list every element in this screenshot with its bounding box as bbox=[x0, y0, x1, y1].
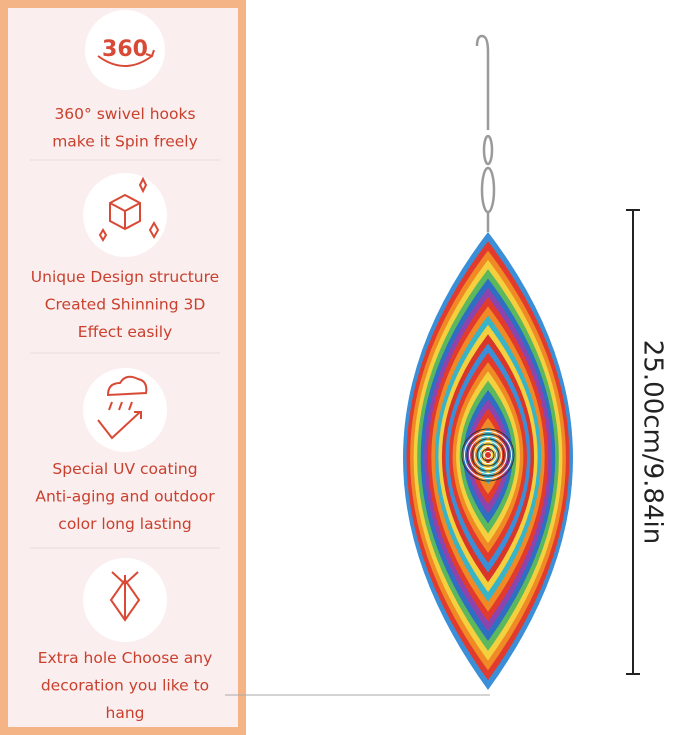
icons bbox=[97, 49, 160, 622]
spinner-center bbox=[481, 448, 495, 462]
feature-text: Extra hole Choose any bbox=[38, 649, 213, 667]
feature-text: make it Spin freely bbox=[52, 133, 198, 151]
feature-text: Special UV coating bbox=[52, 460, 197, 478]
spinner-center bbox=[461, 428, 515, 482]
feature-text: Anti-aging and outdoor bbox=[35, 488, 215, 506]
separators bbox=[30, 159, 220, 549]
spinner-center bbox=[471, 438, 505, 472]
spinner-center bbox=[466, 433, 510, 477]
feature-text: Effect easily bbox=[78, 323, 172, 341]
icon-label: 360 bbox=[102, 37, 148, 62]
spinner bbox=[403, 232, 573, 690]
spinner-center bbox=[464, 431, 512, 479]
dimension-line bbox=[626, 209, 640, 675]
spinner-center bbox=[479, 446, 497, 464]
feature-text: color long lasting bbox=[58, 515, 191, 533]
feature-text: Unique Design structure bbox=[31, 268, 219, 286]
feature-text: hang bbox=[106, 704, 145, 722]
spinner-center bbox=[469, 436, 507, 474]
dimension-label: 25.00cm/9.84in bbox=[638, 340, 668, 544]
feature-text: Created Shinning 3D bbox=[45, 296, 206, 314]
spinner-ring bbox=[484, 445, 492, 465]
feature-text: decoration you like to bbox=[41, 677, 209, 695]
hook bbox=[475, 34, 496, 232]
feature-text: 360° swivel hooks bbox=[54, 105, 195, 123]
spinner-center bbox=[474, 441, 502, 469]
spinner-center bbox=[484, 451, 492, 459]
spinner-center bbox=[476, 443, 500, 467]
